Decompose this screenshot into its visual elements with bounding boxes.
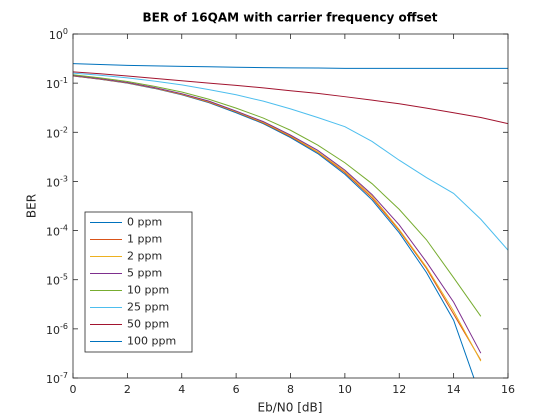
x-tick-label: 6 <box>233 383 240 396</box>
y-axis-label: BER <box>25 194 39 218</box>
x-tick-label: 14 <box>447 383 461 396</box>
legend-label: 0 ppm <box>127 216 162 229</box>
legend-label: 1 ppm <box>127 233 162 246</box>
y-tick-label: 10-6 <box>46 321 68 337</box>
legend-label: 5 ppm <box>127 267 162 280</box>
legend-label: 50 ppm <box>127 318 169 331</box>
legend-label: 2 ppm <box>127 250 162 263</box>
chart-title: BER of 16QAM with carrier frequency offs… <box>143 11 438 25</box>
x-tick-label: 16 <box>501 383 515 396</box>
x-tick-label: 10 <box>338 383 352 396</box>
y-tick-label: 10-1 <box>46 76 68 92</box>
series-lines <box>73 63 508 378</box>
series-line <box>73 63 508 69</box>
x-tick-label: 12 <box>392 383 406 396</box>
y-tick-label: 10-3 <box>46 174 68 190</box>
x-tick-label: 4 <box>178 383 185 396</box>
x-axis-label: Eb/N0 [dB] <box>258 401 323 415</box>
x-tick-label: 8 <box>287 383 294 396</box>
y-tick-label: 10-2 <box>46 125 68 141</box>
legend-label: 25 ppm <box>127 301 169 314</box>
x-tick-label: 2 <box>124 383 131 396</box>
legend-label: 10 ppm <box>127 284 169 297</box>
y-tick-label: 10-5 <box>46 272 68 288</box>
legend: 0 ppm 1 ppm 2 ppm 5 ppm 10 ppm 25 ppm 50 ppm 10… <box>84 211 193 353</box>
y-tick-label: 10-4 <box>46 223 68 239</box>
legend-box <box>84 211 193 353</box>
legend-label: 100 ppm <box>127 335 176 348</box>
series-line <box>73 71 508 125</box>
series-line <box>73 74 482 317</box>
y-tick-label: 10-7 <box>46 371 68 387</box>
x-tick-label: 0 <box>70 383 77 396</box>
series-line <box>73 75 482 354</box>
y-tick-label: 100 <box>49 27 68 43</box>
series-line <box>73 72 508 251</box>
axes-box <box>72 33 509 379</box>
